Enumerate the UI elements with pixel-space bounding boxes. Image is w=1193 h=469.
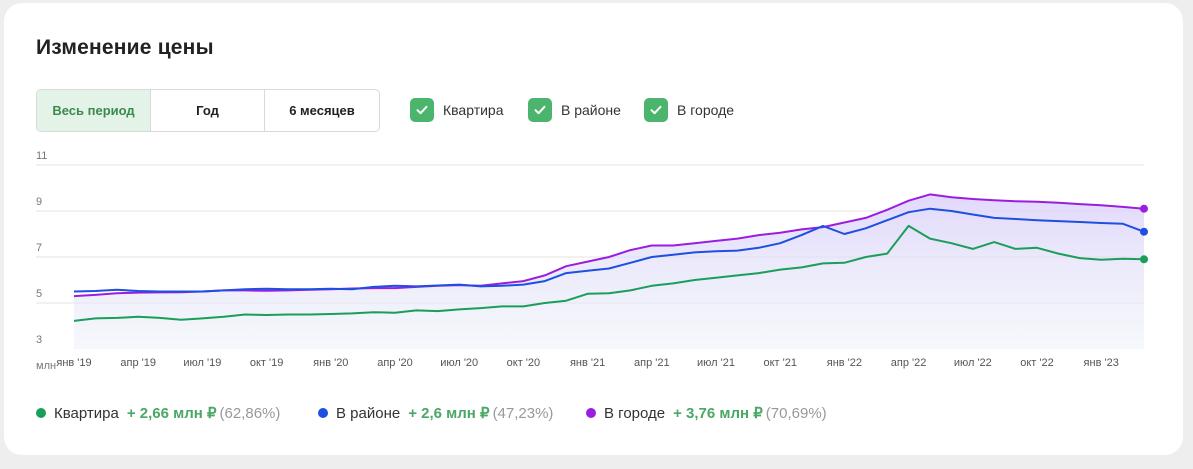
legend-district: В районе + 2,6 млн ₽ (47,23%) xyxy=(318,404,553,422)
legend-delta: + 2,6 млн ₽ xyxy=(408,405,490,422)
filter-city-label: В городе xyxy=(677,102,735,118)
legend-name: Квартира xyxy=(54,404,119,422)
period-year-button[interactable]: Год xyxy=(151,90,265,131)
filter-apartment-label: Квартира xyxy=(443,102,504,118)
legend-name: В городе xyxy=(604,404,666,422)
filter-district-label: В районе xyxy=(561,102,621,118)
legend-name: В районе xyxy=(336,404,401,422)
period-all-button[interactable]: Весь период xyxy=(37,90,151,131)
legend-percent: (62,86%) xyxy=(219,404,281,422)
legend-delta: + 2,66 млн ₽ xyxy=(126,405,217,422)
legend-dot xyxy=(36,408,46,418)
legend-dot xyxy=(586,408,596,418)
period-selector: Весь период Год 6 месяцев xyxy=(36,89,380,132)
legend-dot xyxy=(318,408,328,418)
filter-city-checkbox[interactable]: В городе xyxy=(644,98,734,122)
legend-city: В городе + 3,76 млн ₽ (70,69%) xyxy=(586,404,827,422)
legend-apartment: Квартира + 2,66 млн ₽ (62,86%) xyxy=(36,404,280,422)
legend-delta: + 3,76 млн ₽ xyxy=(673,405,763,422)
check-icon xyxy=(528,98,552,122)
legend-percent: (70,69%) xyxy=(765,404,827,422)
check-icon xyxy=(410,98,434,122)
check-icon xyxy=(644,98,668,122)
card-title: Изменение цены xyxy=(36,36,214,59)
period-6-months-button[interactable]: 6 месяцев xyxy=(289,103,355,118)
filter-district-checkbox[interactable]: В районе xyxy=(528,98,621,122)
price-change-card: Изменение цены Весь период Год 6 месяцев… xyxy=(4,3,1183,455)
legend-percent: (47,23%) xyxy=(492,404,554,422)
filter-apartment-checkbox[interactable]: Квартира xyxy=(410,98,504,122)
